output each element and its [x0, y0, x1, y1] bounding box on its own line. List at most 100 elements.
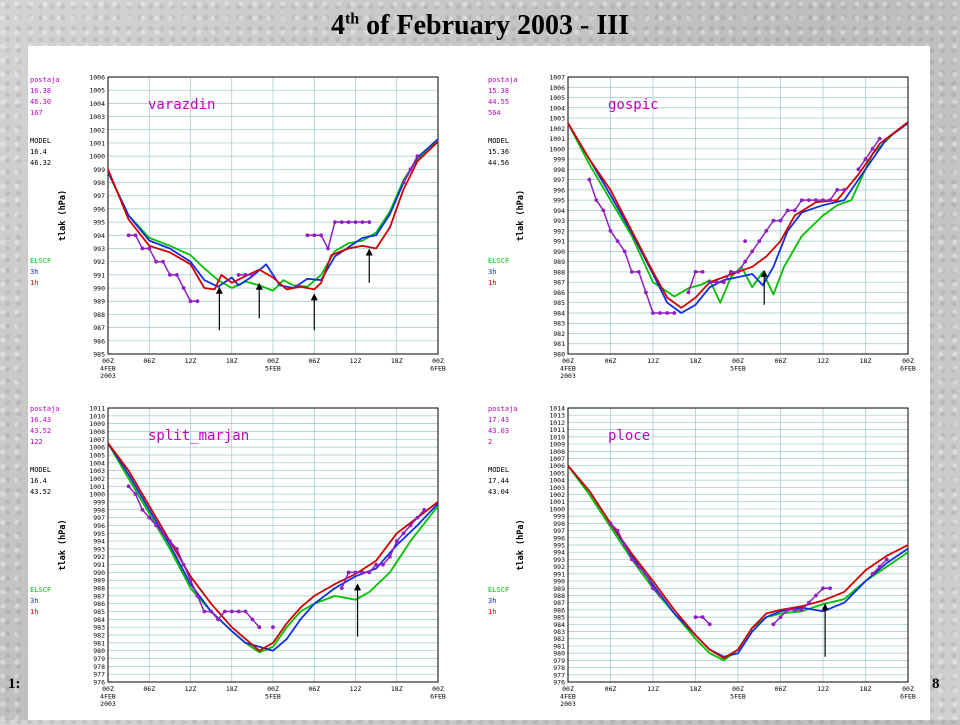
chart-panel: 985 986 987 988 989 990 991 992 993 994 995 996 997 9…: [28, 46, 930, 720]
y-axis-label: tlak (hPa): [58, 519, 68, 570]
observation-point: [353, 220, 358, 225]
observation-point: [842, 188, 847, 192]
observation-point: [147, 515, 152, 520]
observation-point: [223, 609, 227, 614]
legend-entry: 3h: [30, 597, 38, 605]
observation-point: [168, 539, 172, 543]
chart-varazdin: 985 986 987 988 989 990 991 992 993 994 995 996 997 9…: [30, 74, 446, 381]
x-tick-label: 6FEB: [900, 693, 916, 701]
observation-point: [856, 167, 861, 172]
observation-point: [658, 593, 662, 598]
observation-point: [814, 593, 818, 598]
y-tick-label: 981: [553, 642, 565, 650]
x-tick-label: 18Z: [391, 357, 403, 365]
observation-point: [181, 286, 186, 290]
y-tick-label: 999: [553, 156, 565, 164]
y-tick-label: 1007: [549, 74, 565, 82]
y-tick-label: 1003: [549, 484, 565, 492]
y-tick-label: 988: [93, 585, 105, 593]
footer-left: 1:: [8, 676, 21, 692]
x-tick-label: 12Z: [350, 357, 362, 365]
station-name: varazdin: [148, 97, 215, 113]
y-tick-label: 996: [553, 534, 565, 542]
x-tick-label: 00Z: [267, 357, 279, 365]
x-tick-label: 6FEB: [430, 365, 446, 373]
y-tick-label: 986: [553, 606, 565, 614]
y-tick-label: 1011: [89, 405, 105, 413]
x-tick-label: 5FEB: [265, 693, 281, 701]
observation-point: [622, 543, 627, 547]
observation-point: [594, 198, 599, 203]
observation-point: [785, 608, 790, 612]
x-tick-label: 18Z: [391, 685, 403, 693]
x-tick-label: 5FEB: [730, 693, 746, 701]
y-tick-label: 990: [553, 578, 565, 586]
y-tick-label: 987: [553, 599, 565, 607]
x-tick-label: 4FEB: [100, 693, 116, 701]
plot-frame: [107, 407, 439, 683]
observation-point: [736, 270, 740, 274]
observation-point: [147, 246, 152, 251]
y-tick-label: 1011: [549, 426, 565, 434]
observation-point: [353, 570, 358, 575]
observation-point: [236, 609, 241, 614]
observation-point: [195, 299, 200, 304]
info-model-label: MODEL: [30, 137, 51, 145]
info-model-label: MODEL: [488, 137, 509, 145]
y-tick-label: 995: [553, 197, 565, 205]
x-tick-label: 06Z: [775, 685, 787, 693]
y-tick-label: 998: [553, 166, 565, 174]
y-tick-label: 986: [553, 289, 565, 297]
y-axis-label: tlak (hPa): [58, 190, 68, 241]
observation-point: [721, 280, 726, 285]
y-tick-label: 997: [93, 192, 105, 200]
series-green-line: [107, 442, 439, 654]
x-tick-label: 6FEB: [900, 365, 916, 373]
observation-point: [174, 547, 179, 551]
y-tick-label: 988: [553, 268, 565, 276]
observation-point: [785, 208, 790, 213]
y-tick-label: 997: [553, 176, 565, 184]
observation-point: [422, 507, 427, 512]
observation-point: [339, 586, 344, 590]
y-tick-label: 988: [553, 592, 565, 600]
y-tick-label: 1004: [89, 459, 105, 467]
y-tick-label: 1014: [549, 405, 565, 413]
plot-frame: [567, 76, 909, 355]
observation-point: [415, 515, 420, 520]
y-tick-label: 983: [93, 624, 105, 632]
x-tick-label: 2003: [560, 372, 576, 380]
observation-point: [608, 229, 613, 233]
x-tick-label: 00Z: [267, 685, 279, 693]
series-red-line: [567, 121, 909, 309]
info-model-value: 46.32: [30, 159, 51, 167]
legend-entry: ELSCF: [488, 257, 509, 265]
observation-point: [195, 594, 200, 598]
x-tick-label: 00Z: [732, 357, 744, 365]
observation-point: [778, 218, 783, 223]
x-tick-label: 00Z: [102, 685, 114, 693]
legend-entry: 3h: [30, 268, 38, 276]
y-tick-label: 985: [93, 608, 105, 616]
x-tick-label: 00Z: [562, 685, 574, 693]
series-blue-line: [107, 138, 439, 289]
observation-line: [307, 221, 370, 251]
y-tick-label: 980: [553, 650, 565, 658]
observation-point: [133, 492, 138, 496]
observation-point: [799, 608, 804, 612]
y-tick-label: 1000: [549, 505, 565, 513]
observation-point: [243, 273, 248, 277]
x-tick-label: 06Z: [308, 357, 320, 365]
legend-entry: ELSCF: [30, 257, 51, 265]
info-postaja-label: postaja: [30, 405, 60, 413]
y-tick-label: 992: [93, 258, 105, 266]
y-tick-label: 980: [93, 647, 105, 655]
observation-point: [374, 562, 378, 567]
observation-point: [188, 299, 193, 304]
y-tick-label: 995: [553, 542, 565, 550]
observation-point: [608, 521, 613, 526]
y-tick-label: 987: [93, 592, 105, 600]
y-tick-label: 1001: [89, 483, 105, 491]
y-tick-label: 984: [553, 621, 565, 629]
observation-point: [629, 557, 634, 562]
